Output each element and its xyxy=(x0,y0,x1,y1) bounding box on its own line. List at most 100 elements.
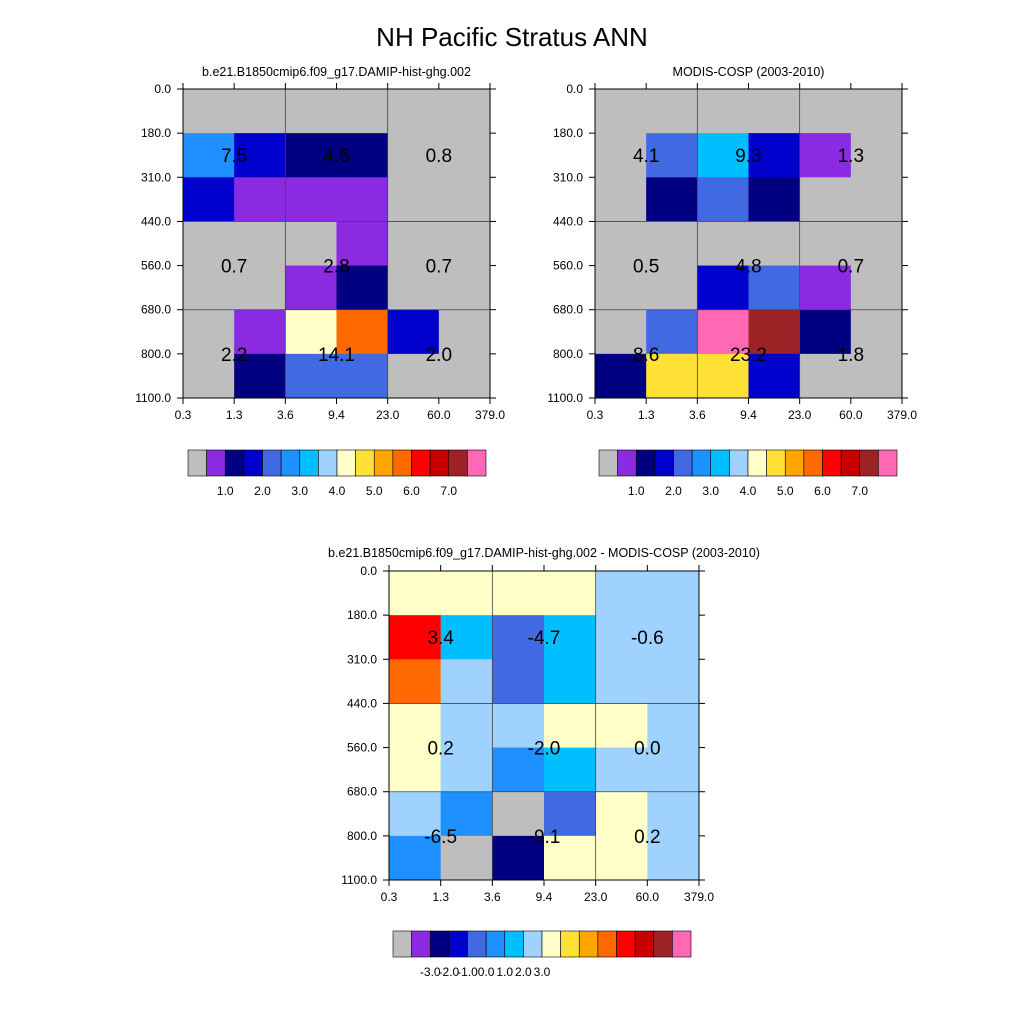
right-plot-title: MODIS-COSP (2003-2010) xyxy=(673,65,825,79)
cell-value-label: 0.8 xyxy=(426,146,452,167)
colorbar-swatch xyxy=(673,449,693,477)
heatmap-cell xyxy=(438,133,491,178)
x-tick-label: 23.0 xyxy=(788,408,812,422)
heatmap-cell xyxy=(440,703,493,749)
heatmap-cell xyxy=(799,177,852,222)
y-tick-label: 680.0 xyxy=(553,303,583,317)
colorbar-label: 2.0 xyxy=(254,484,271,498)
heatmap-cell xyxy=(595,265,647,311)
colorbar-label: 5.0 xyxy=(366,484,383,498)
colorbar-swatch xyxy=(598,449,618,477)
cell-value-label: 14.1 xyxy=(318,345,355,366)
colorbar-swatch xyxy=(262,449,282,477)
x-tick-label: 9.4 xyxy=(740,408,757,422)
colorbar-label: -1.0 xyxy=(457,965,478,979)
y-tick-label: 0.0 xyxy=(360,564,377,578)
colorbar-swatch xyxy=(280,449,301,477)
colorbar-swatch xyxy=(187,449,207,477)
colorbar-swatch xyxy=(784,449,805,477)
colorbar-swatch xyxy=(318,449,338,477)
heatmap-cell xyxy=(748,353,801,399)
colorbar-swatch xyxy=(392,930,412,958)
heatmap-cell xyxy=(595,133,647,178)
heatmap-cell xyxy=(389,659,442,704)
heatmap-cell xyxy=(595,791,648,837)
heatmap-cell xyxy=(595,309,647,355)
colorbar-swatch xyxy=(485,930,506,958)
heatmap-cell xyxy=(697,353,749,399)
heatmap-cell xyxy=(234,133,286,178)
heatmap-cell xyxy=(799,265,852,311)
cell-value-label: 8.6 xyxy=(633,345,659,366)
heatmap-cell xyxy=(544,835,597,881)
heatmap-cell xyxy=(850,353,903,399)
colorbar-swatch xyxy=(803,449,823,477)
heatmap-cell xyxy=(544,571,597,616)
heatmap-cell xyxy=(387,133,440,178)
heatmap-cell xyxy=(647,835,700,881)
x-tick-label: 1.3 xyxy=(638,408,655,422)
diff-colorbar: -3.0-2.0-1.0 0.0 1.0 2.0 3.0 xyxy=(392,930,692,979)
figure-title: NH Pacific Stratus ANN xyxy=(376,22,648,52)
heatmap-cell xyxy=(544,703,597,749)
colorbar-label: 0.0 xyxy=(478,965,495,979)
heatmap-cell xyxy=(438,353,491,399)
heatmap-cell xyxy=(850,265,903,311)
heatmap-cell xyxy=(492,835,545,881)
x-tick-label: 9.4 xyxy=(328,408,345,422)
heatmap-cell xyxy=(646,265,698,311)
colorbar-swatch xyxy=(747,449,767,477)
heatmap-cell xyxy=(799,89,852,134)
y-tick-label: 800.0 xyxy=(347,829,377,843)
heatmap-cell xyxy=(799,133,852,178)
colorbar-label: 6.0 xyxy=(403,484,420,498)
heatmap-cell xyxy=(440,835,493,881)
heatmap-cell xyxy=(285,353,337,399)
heatmap-cell xyxy=(438,221,491,267)
heatmap-cell xyxy=(492,571,545,616)
cell-value-label: 2.0 xyxy=(426,345,452,366)
colorbar-label: 6.0 xyxy=(814,484,831,498)
cell-value-label: 0.7 xyxy=(838,257,864,278)
heatmap-cell xyxy=(646,353,698,399)
cell-value-label: 1.8 xyxy=(838,345,864,366)
colorbar-label: 2.0 xyxy=(665,484,682,498)
heatmap-cell xyxy=(234,309,286,355)
colorbar-swatch xyxy=(523,930,543,958)
colorbar-swatch xyxy=(822,449,842,477)
heatmap-cell xyxy=(595,221,647,267)
y-tick-label: 560.0 xyxy=(347,741,377,755)
heatmap-cell xyxy=(646,177,698,222)
cell-value-label: 0.0 xyxy=(634,739,660,760)
x-tick-label: 379.0 xyxy=(684,890,714,904)
heatmap-cell xyxy=(440,791,493,837)
cell-value-label: 0.5 xyxy=(633,257,659,278)
heatmap-cell xyxy=(234,265,286,311)
y-tick-label: 0.0 xyxy=(566,82,583,96)
heatmap-cell xyxy=(336,265,389,311)
y-tick-label: 0.0 xyxy=(154,82,171,96)
heatmap-cell xyxy=(697,221,749,267)
heatmap-cell xyxy=(336,309,389,355)
colorbar-swatch xyxy=(429,449,450,477)
heatmap-cell xyxy=(336,89,389,134)
colorbar-label: 5.0 xyxy=(777,484,794,498)
heatmap-cell xyxy=(440,659,493,704)
y-tick-label: 310.0 xyxy=(347,652,377,666)
y-tick-label: 560.0 xyxy=(553,259,583,273)
cell-value-label: -6.5 xyxy=(424,827,457,848)
heatmap-cell xyxy=(799,309,852,355)
cell-value-label: 0.2 xyxy=(634,827,660,848)
heatmap-cell xyxy=(748,133,801,178)
heatmap-cell xyxy=(492,615,545,660)
heatmap-cell xyxy=(285,265,337,311)
left-plot-title: b.e21.B1850cmip6.f09_g17.DAMIP-hist-ghg.… xyxy=(202,65,471,79)
heatmap-cell xyxy=(183,221,235,267)
heatmap-cell xyxy=(647,571,700,616)
colorbar-swatch xyxy=(373,449,394,477)
y-tick-label: 1100.0 xyxy=(135,391,171,405)
heatmap-cell xyxy=(647,703,700,749)
heatmap-cell xyxy=(697,309,749,355)
heatmap-cell xyxy=(387,265,440,311)
